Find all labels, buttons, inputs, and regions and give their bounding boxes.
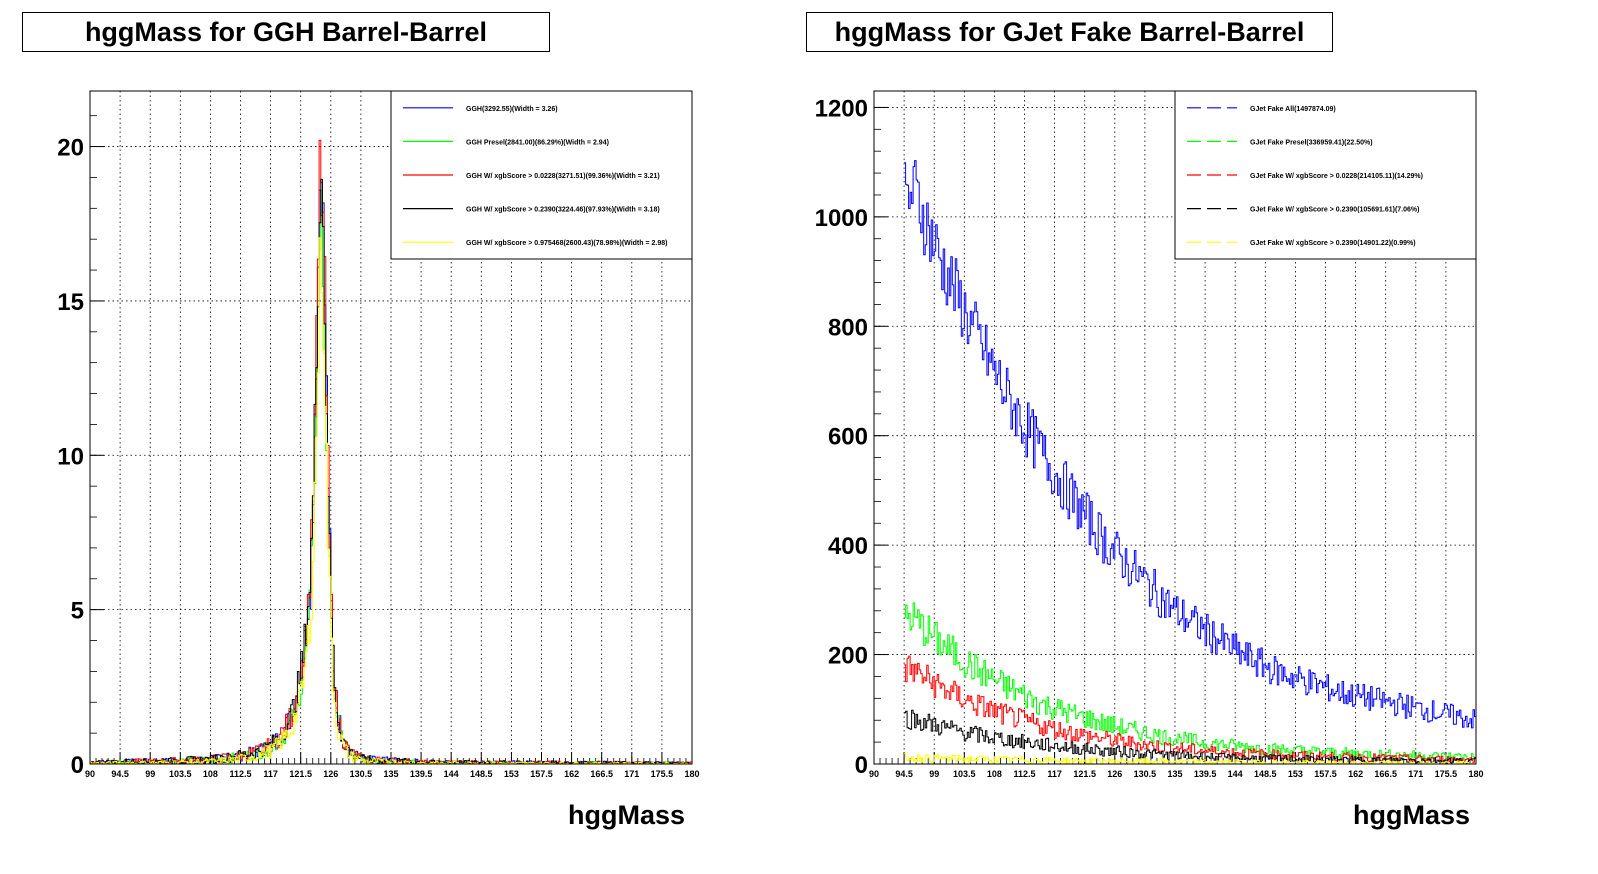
legend-label: GJet Fake W/ xgbScore > 0.2390(105691.61… (1250, 207, 1419, 214)
left-chart-svg: 90 94.5 99 103.5 108 112.5 117 121.5 126 130.5 135… (57, 90, 700, 779)
legend-label: GJet Fake Presel(336959.41)(22.50%) (1250, 139, 1373, 146)
x-tick-label: 94.5 (111, 769, 129, 779)
series-line (904, 655, 1476, 764)
chart-title: hggMass for GGH Barrel-Barrel (22, 12, 550, 52)
x-tick-label: 90 (869, 769, 879, 779)
x-tick-label: 157.5 (530, 769, 553, 779)
y-tick-label: 15 (57, 289, 84, 316)
x-tick-label: 108 (203, 769, 218, 779)
x-tick-label: 121.5 (1073, 769, 1096, 779)
series-line (904, 709, 1476, 764)
y-tick-label: 0 (855, 752, 868, 779)
x-tick-label: 130.5 (1134, 769, 1157, 779)
x-tick-label: 121.5 (289, 769, 312, 779)
x-tick-label: 162 (1348, 769, 1363, 779)
legend-box (1174, 90, 1477, 260)
legend-label: GGH W/ xgbScore > 0.975468(2600.43)(78.9… (466, 240, 667, 247)
x-tick-label: 99 (929, 769, 939, 779)
legend-label: GJet Fake W/ xgbScore > 0.2390(14901.22)… (1250, 240, 1416, 247)
x-tick-label: 103.5 (953, 769, 976, 779)
x-tick-label: 103.5 (169, 769, 192, 779)
x-tick-label: 126 (1107, 769, 1122, 779)
x-axis-label: hggMass (1353, 800, 1471, 830)
y-tick-label: 5 (71, 598, 84, 625)
x-tick-label: 180 (684, 769, 699, 779)
x-tick-label: 126 (323, 769, 338, 779)
x-tick-label: 135 (383, 769, 398, 779)
x-tick-label: 90 (85, 769, 95, 779)
x-tick-label: 135 (1167, 769, 1182, 779)
right-chart-svg: 90 94.5 99 103.5 108 112.5 117 121.5 126 130.5 135… (815, 90, 1484, 779)
y-tick-label: 800 (828, 314, 868, 341)
y-tick-label: 0 (71, 752, 84, 779)
x-axis-label: hggMass (568, 800, 686, 830)
legend-label: GJet Fake W/ xgbScore > 0.0228(214105.11… (1250, 173, 1423, 180)
x-tick-label: 175.5 (1435, 769, 1458, 779)
x-tick-label: 139.5 (1194, 769, 1217, 779)
x-tick-label: 153 (504, 769, 519, 779)
legend-label: GGH Presel(2841.00)(86.29%)(Width = 2.94… (466, 139, 609, 146)
legend-label: GGH W/ xgbScore > 0.2390(3224.46)(97.93%… (466, 207, 660, 214)
x-tick-label: 148.5 (1254, 769, 1277, 779)
left-chart-panel: hggMass for GGH Barrel-Barrel 90 94.5 99 10… (22, 12, 700, 830)
x-tick-label: 139.5 (410, 769, 433, 779)
y-tick-label: 1200 (815, 95, 868, 122)
x-tick-label: 144 (1228, 769, 1243, 779)
x-tick-label: 108 (987, 769, 1002, 779)
y-tick-label: 600 (828, 424, 868, 451)
x-tick-label: 144 (444, 769, 459, 779)
x-tick-label: 171 (1408, 769, 1423, 779)
legend-label: GGH W/ xgbScore > 0.0228(3271.51)(99.36%… (466, 173, 660, 180)
x-tick-label: 166.5 (1374, 769, 1397, 779)
chart-title: hggMass for GJet Fake Barrel-Barrel (806, 12, 1333, 52)
x-tick-label: 94.5 (895, 769, 913, 779)
legend-label: GJet Fake All(1497874.09) (1250, 106, 1336, 113)
series-line (904, 160, 1476, 729)
x-tick-label: 175.5 (651, 769, 674, 779)
x-tick-label: 130.5 (350, 769, 373, 779)
y-tick-label: 10 (57, 443, 84, 470)
x-tick-label: 148.5 (470, 769, 493, 779)
x-tick-label: 117 (263, 769, 278, 779)
x-tick-label: 157.5 (1314, 769, 1337, 779)
x-tick-label: 112.5 (1013, 769, 1035, 779)
x-tick-label: 171 (624, 769, 639, 779)
x-tick-label: 112.5 (229, 769, 251, 779)
y-tick-label: 20 (57, 135, 84, 162)
x-tick-label: 117 (1047, 769, 1062, 779)
y-tick-label: 400 (828, 533, 868, 560)
y-tick-label: 200 (828, 643, 868, 670)
x-tick-label: 153 (1288, 769, 1303, 779)
legend-label: GGH(3292.55)(Width = 3.26) (466, 106, 558, 113)
x-tick-label: 166.5 (590, 769, 613, 779)
y-tick-label: 1000 (815, 205, 868, 232)
x-tick-label: 180 (1468, 769, 1483, 779)
x-tick-label: 99 (145, 769, 155, 779)
x-tick-label: 162 (564, 769, 579, 779)
series-line (904, 602, 1476, 761)
right-chart-panel: hggMass for GJet Fake Barrel-Barrel 90 94… (799, 0, 1598, 874)
